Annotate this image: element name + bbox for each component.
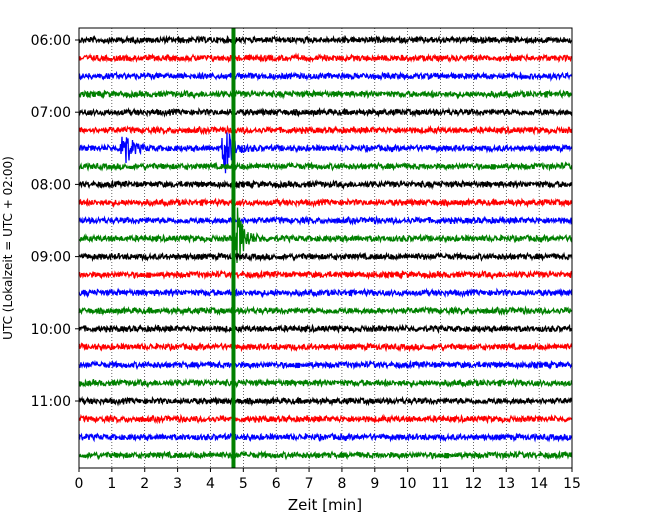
y-tick-label: 09:00 [31,250,71,266]
x-tick-label: 0 [75,476,84,492]
x-tick-label: 1 [107,476,116,492]
y-tick-label: 06:00 [31,33,71,49]
trace-line [78,197,573,209]
x-tick-label: 4 [206,476,215,492]
trace-line [78,341,573,353]
y-tick-label: 10:00 [31,322,71,338]
trace-line [78,305,573,317]
y-axis: 06:00 07:00 08:00 09:00 10:00 11:00 [31,33,79,410]
y-tick-label: 08:00 [31,177,71,193]
plot-frame [78,27,573,469]
y-tick-label: 07:00 [31,105,71,121]
y-axis-label: UTC (Lokalzeit = UTC + 02:00) [1,156,15,340]
x-axis: 0 1 2 3 4 5 6 7 8 9 10 11 12 13 14 15 [75,468,581,492]
trace-line [78,323,573,335]
x-tick-label: 5 [239,476,248,492]
x-tick-label: 2 [140,476,149,492]
trace-line [78,52,573,64]
trace-line [78,88,573,100]
trace-line [78,161,573,172]
x-tick-label: 13 [497,476,515,492]
x-tick-label: 10 [399,476,417,492]
event-marker [231,28,236,468]
y-tick-label: 11:00 [31,394,71,410]
trace-line [78,359,573,371]
trace-line [78,432,573,443]
x-tick-label: 9 [370,476,379,492]
x-tick-label: 6 [272,476,281,492]
x-tick-label: 11 [432,476,450,492]
trace-line [78,395,573,407]
trace-line [78,70,573,82]
x-tick-label: 15 [563,476,581,492]
x-tick-label: 14 [530,476,548,492]
trace-line [78,34,573,46]
trace-line [78,287,573,299]
x-tick-label: 12 [464,476,482,492]
trace-line [78,124,573,136]
x-tick-label: 3 [173,476,182,492]
x-tick-label: 8 [337,476,346,492]
trace-line [78,251,573,263]
trace-line [78,413,573,425]
plot-area [78,28,573,468]
trace-line [78,106,573,118]
trace-line [78,269,573,281]
trace-line [78,449,573,461]
trace-line [78,215,573,226]
x-axis-label: Zeit [min] [288,496,362,514]
trace-line [78,179,573,191]
trace-line [78,132,573,174]
trace-line [78,207,573,264]
x-tick-label: 7 [305,476,314,492]
trace-line [78,377,573,389]
